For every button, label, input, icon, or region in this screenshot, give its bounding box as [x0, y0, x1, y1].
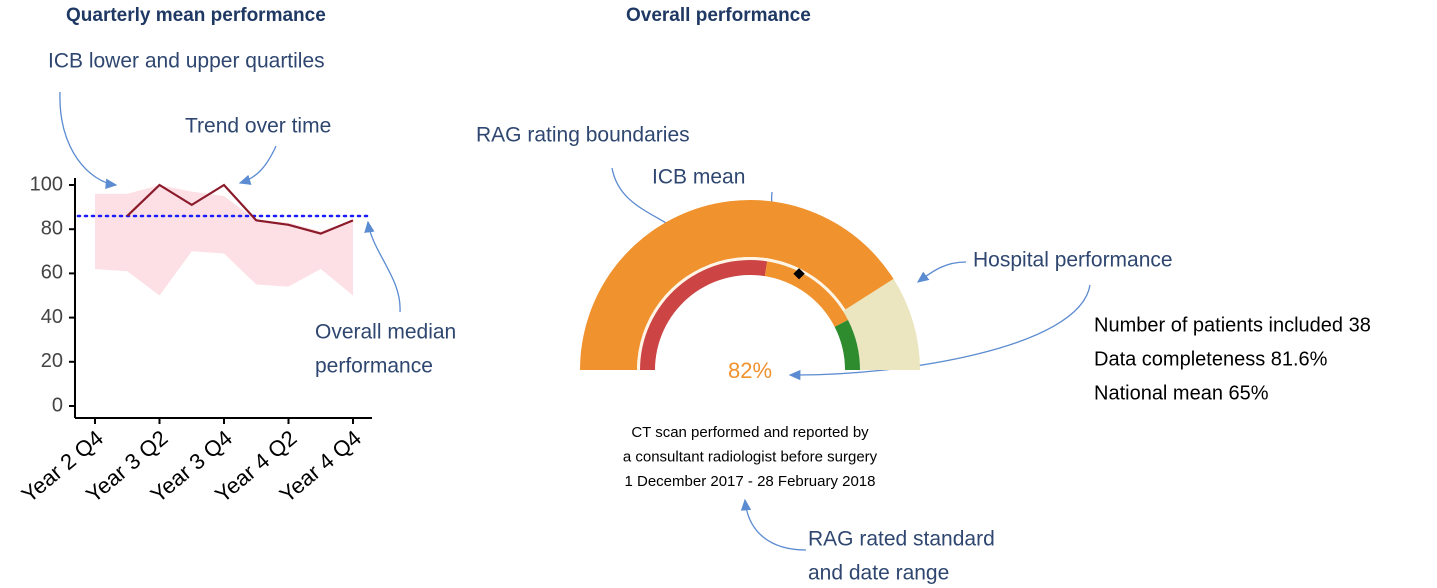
rag-green	[834, 320, 860, 370]
annotation: RAG rating boundaries	[476, 124, 690, 147]
trend-line	[126, 183, 354, 235]
annotation: and date range	[808, 562, 949, 585]
rag-red	[640, 259, 768, 370]
gauge-value-label: 82%	[728, 358, 772, 383]
caption-line: CT scan performed and reported by	[631, 424, 869, 441]
y-tick-label: 60	[41, 262, 63, 284]
annotation: Trend over time	[185, 115, 331, 138]
stat-line: Number of patients included 38	[1094, 314, 1371, 336]
y-tick-label: 20	[41, 350, 63, 372]
annotation: Hospital performance	[973, 249, 1173, 272]
arrows	[59, 91, 1091, 551]
arrow	[59, 91, 118, 189]
y-tick-label: 80	[41, 217, 63, 239]
caption-line: a consultant radiologist before surgery	[623, 448, 878, 465]
icb-mean-marker	[793, 268, 805, 280]
y-tick-label: 40	[41, 306, 63, 328]
rag-amber	[764, 261, 849, 327]
arrow	[916, 261, 967, 283]
annotation: RAG rated standard	[808, 528, 995, 551]
annotation: performance	[315, 355, 433, 378]
stat-line: Data completeness 81.6%	[1094, 348, 1328, 370]
chart-title: Quarterly mean performance	[66, 5, 326, 26]
chart-title: Overall performance	[626, 5, 811, 26]
annotation: ICB mean	[652, 166, 745, 189]
y-tick-label: 0	[52, 394, 63, 416]
quartile-band	[95, 185, 353, 296]
annotation: Overall median	[315, 321, 456, 344]
arrow	[788, 284, 1091, 381]
caption-line: 1 December 2017 - 28 February 2018	[625, 473, 876, 490]
gauge-track	[842, 278, 920, 370]
stat-line: National mean 65%	[1094, 382, 1269, 404]
annotation: ICB lower and upper quartiles	[48, 50, 325, 73]
arrow	[740, 498, 807, 551]
gauge-value	[580, 199, 894, 370]
y-tick-label: 100	[30, 173, 63, 195]
arrow	[238, 145, 277, 185]
arrow	[364, 220, 401, 313]
